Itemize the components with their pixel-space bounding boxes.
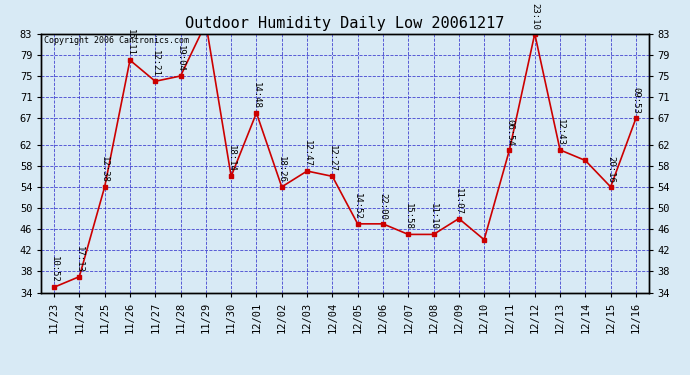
Text: 12:47: 12:47 (302, 140, 312, 167)
Text: 11:10: 11:10 (429, 203, 438, 230)
Text: 14:52: 14:52 (353, 193, 362, 220)
Text: 15:58: 15:58 (404, 203, 413, 230)
Text: 15:11: 15:11 (126, 29, 135, 56)
Text: 18:26: 18:26 (277, 156, 286, 183)
Text: 09:53: 09:53 (631, 87, 640, 114)
Text: 19:04: 19:04 (176, 45, 185, 72)
Text: 18:14: 18:14 (226, 145, 236, 172)
Text: 06:54: 06:54 (505, 119, 514, 146)
Text: 12:38: 12:38 (100, 156, 109, 183)
Text: 23:10: 23:10 (530, 3, 540, 30)
Text: 17:13: 17:13 (75, 246, 84, 273)
Text: 11:07: 11:07 (454, 188, 464, 214)
Text: 12:43: 12:43 (555, 119, 564, 146)
Text: 10:52: 10:52 (50, 256, 59, 283)
Text: 00:00: 00:00 (0, 374, 1, 375)
Text: 22:00: 22:00 (378, 193, 388, 220)
Text: 14:48: 14:48 (252, 82, 261, 109)
Text: 12:21: 12:21 (150, 50, 160, 77)
Text: 12:27: 12:27 (328, 145, 337, 172)
Text: Copyright 2006 Cantronics.com: Copyright 2006 Cantronics.com (44, 36, 190, 45)
Title: Outdoor Humidity Daily Low 20061217: Outdoor Humidity Daily Low 20061217 (186, 16, 504, 31)
Text: 20:16: 20:16 (606, 156, 615, 183)
